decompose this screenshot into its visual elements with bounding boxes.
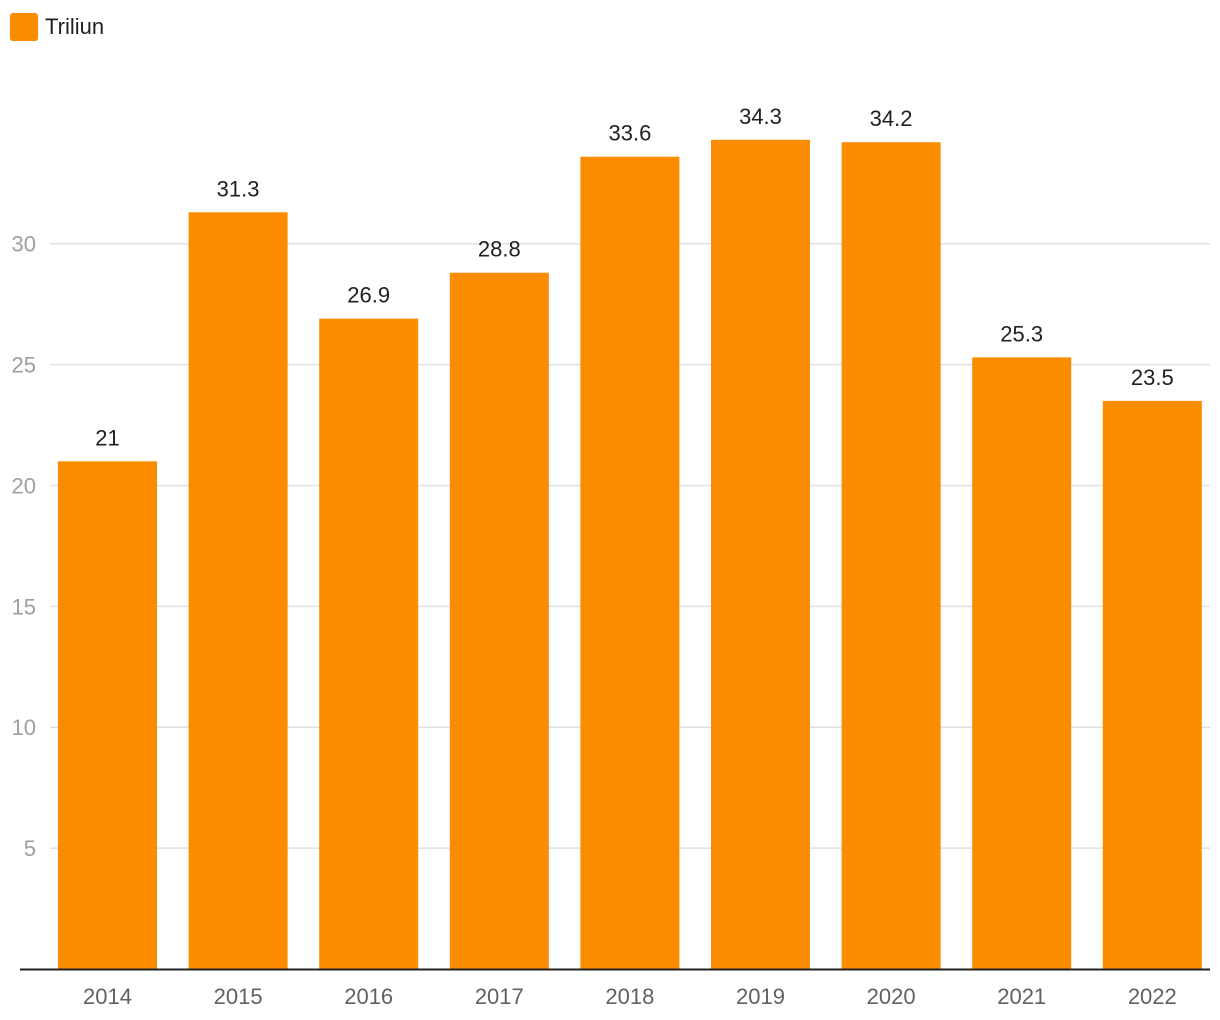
y-tick-label: 20 (12, 473, 36, 498)
data-label: 33.6 (608, 121, 651, 146)
bar (1102, 400, 1202, 969)
x-tick-label: 2020 (867, 984, 916, 1009)
data-label: 28.8 (478, 237, 521, 262)
x-tick-label: 2022 (1128, 984, 1177, 1009)
y-tick-label: 5 (24, 836, 36, 861)
legend: Triliun (10, 12, 104, 42)
legend-label: Triliun (45, 14, 105, 39)
data-label: 34.2 (870, 106, 913, 131)
y-tick-label: 30 (12, 232, 36, 257)
x-tick-label: 2017 (475, 984, 524, 1009)
x-tick-label: 2016 (344, 984, 393, 1009)
data-label: 23.5 (1131, 365, 1174, 390)
x-tick-label: 2019 (736, 984, 785, 1009)
bar (972, 357, 1072, 970)
bar (580, 156, 680, 969)
data-label: 21 (95, 425, 119, 450)
data-label: 26.9 (347, 283, 390, 308)
x-tick-label: 2015 (214, 984, 263, 1009)
bar (58, 461, 157, 969)
bar (841, 142, 941, 970)
y-tick-label: 10 (12, 715, 36, 740)
data-label: 34.3 (739, 104, 782, 129)
bar (188, 212, 288, 969)
bar (319, 318, 419, 969)
bar (449, 272, 549, 969)
x-tick-label: 2014 (83, 984, 132, 1009)
x-tick-label: 2021 (997, 984, 1046, 1009)
data-label: 25.3 (1000, 321, 1043, 346)
bar (711, 139, 810, 970)
y-tick-label: 25 (12, 353, 36, 378)
y-tick-label: 15 (12, 594, 36, 619)
legend-swatch (10, 13, 38, 41)
x-tick-label: 2018 (605, 984, 654, 1009)
data-label: 31.3 (217, 176, 260, 201)
